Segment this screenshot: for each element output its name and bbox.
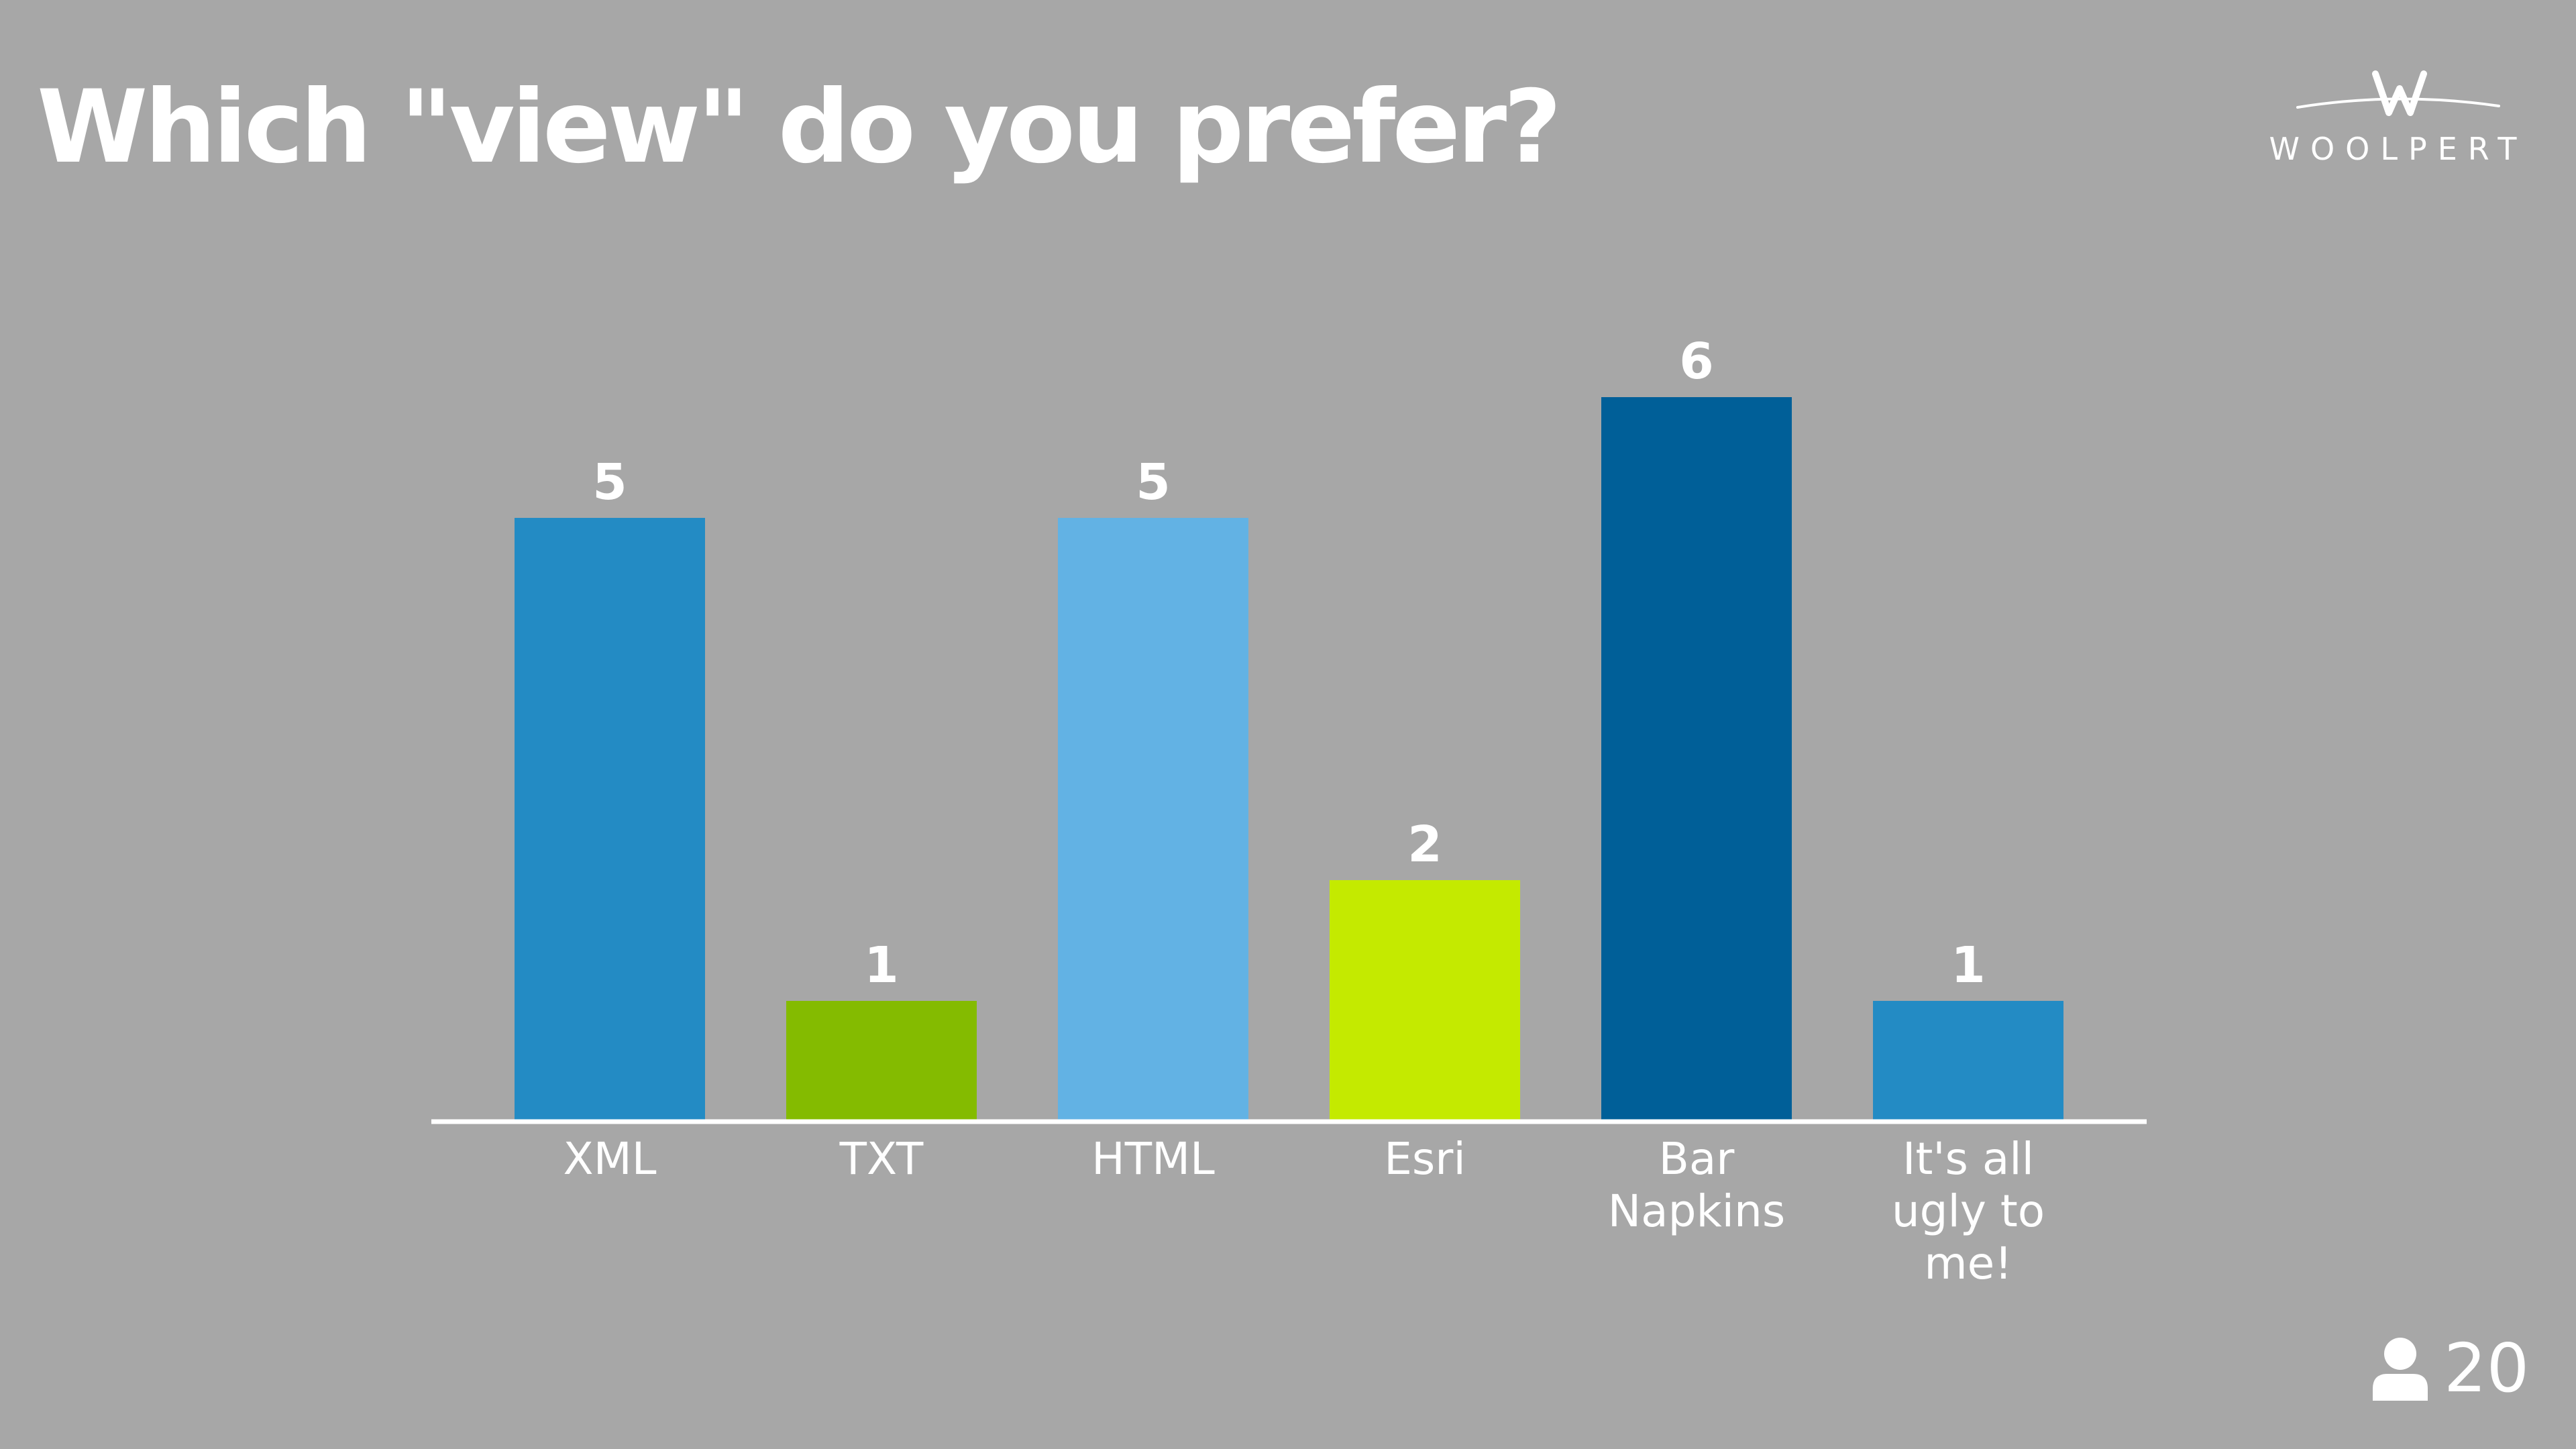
category-label-4: Bar Napkins xyxy=(1608,1133,1785,1237)
category-label-2: HTML xyxy=(1091,1133,1215,1185)
bar-1 xyxy=(786,1001,977,1122)
category-label-1: TXT xyxy=(839,1133,924,1185)
category-label-line: HTML xyxy=(1091,1133,1215,1185)
woolpert-logo-mark xyxy=(2296,70,2500,116)
slide-title: Which "view" do you prefer? xyxy=(37,69,1562,186)
bar-2 xyxy=(1058,518,1248,1122)
category-label-line: TXT xyxy=(839,1133,924,1185)
bar-value-label-4: 6 xyxy=(1679,333,1714,390)
category-label-5: It's all ugly to me! xyxy=(1892,1133,2045,1289)
bar-value-label-1: 1 xyxy=(864,936,899,994)
participant-count-value: 20 xyxy=(2444,1329,2530,1407)
person-icon xyxy=(2373,1338,2428,1401)
category-label-line: XML xyxy=(564,1133,657,1185)
bar-5 xyxy=(1873,1001,2063,1122)
participant-count: 20 xyxy=(2371,1332,2529,1405)
category-label-line: Esri xyxy=(1384,1133,1466,1185)
bar-value-label-0: 5 xyxy=(592,453,627,511)
category-label-3: Esri xyxy=(1384,1133,1466,1185)
bar-value-label-3: 2 xyxy=(1407,816,1442,873)
bar-0 xyxy=(515,518,705,1122)
category-label-line: me! xyxy=(1924,1238,2012,1289)
bar-value-label-5: 1 xyxy=(1951,936,1986,994)
woolpert-logo: WOOLPERT xyxy=(2251,64,2546,172)
category-label-line: Napkins xyxy=(1608,1185,1785,1237)
logo-swoosh xyxy=(2296,97,2500,109)
bar-3 xyxy=(1330,880,1520,1122)
category-label-line: Bar xyxy=(1659,1133,1735,1185)
category-label-line: ugly to xyxy=(1892,1185,2045,1237)
bar-4 xyxy=(1601,397,1792,1122)
category-label-line: It's all xyxy=(1902,1133,2034,1185)
logo-wordmark: WOOLPERT xyxy=(2269,131,2528,167)
bar-value-label-2: 5 xyxy=(1136,453,1171,511)
category-label-0: XML xyxy=(564,1133,657,1185)
